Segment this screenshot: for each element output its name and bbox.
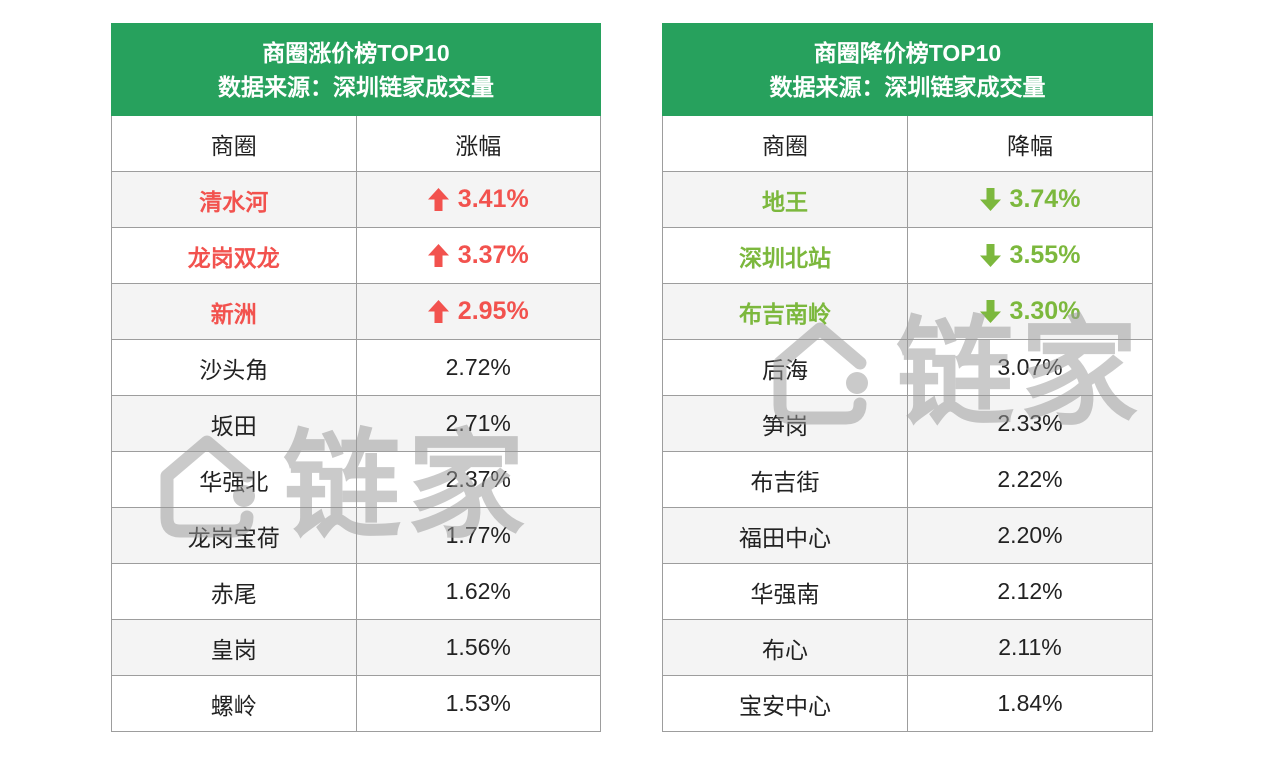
change-cell: 3.74% xyxy=(908,172,1152,227)
price-increase-table: 商圈涨价榜TOP10 数据来源：深圳链家成交量 商圈 涨幅 清水河 3.41% … xyxy=(111,23,601,732)
district-cell: 螺岭 xyxy=(112,676,357,731)
table-title: 商圈涨价榜TOP10 xyxy=(262,39,450,66)
down-arrow-icon xyxy=(979,188,1001,211)
table-row: 清水河 3.41% xyxy=(112,171,600,227)
change-value: 3.37% xyxy=(457,241,529,269)
change-cell: 2.33% xyxy=(997,410,1063,436)
up-arrow-icon xyxy=(427,300,449,323)
district-cell: 布心 xyxy=(663,620,908,675)
table-row: 皇岗 1.56% xyxy=(112,619,600,675)
change-cell: 3.30% xyxy=(908,284,1152,339)
down-arrow-icon xyxy=(979,300,1001,323)
table-header-decrease: 商圈降价榜TOP10 数据来源：深圳链家成交量 xyxy=(662,23,1153,116)
district-cell: 布吉街 xyxy=(663,452,908,507)
change-cell: 3.41% xyxy=(357,172,601,227)
table-grid: 商圈 涨幅 清水河 3.41% 龙岗双龙 3.37% 新洲 2.95% 沙 xyxy=(111,116,601,732)
district-cell: 赤尾 xyxy=(112,564,357,619)
district-cell: 地王 xyxy=(663,172,908,227)
table-row: 布心 2.11% xyxy=(663,619,1152,675)
table-row: 布吉南岭 3.30% xyxy=(663,283,1152,339)
table-row: 螺岭 1.53% xyxy=(112,675,600,731)
change-value: 3.55% xyxy=(1009,241,1081,269)
table-row: 深圳北站 3.55% xyxy=(663,227,1152,283)
district-cell: 笋岗 xyxy=(663,396,908,451)
price-decrease-table: 商圈降价榜TOP10 数据来源：深圳链家成交量 商圈 降幅 地王 3.74% 深… xyxy=(662,23,1153,732)
district-cell: 布吉南岭 xyxy=(663,284,908,339)
district-cell: 后海 xyxy=(663,340,908,395)
table-row: 地王 3.74% xyxy=(663,171,1152,227)
table-row: 龙岗宝荷 1.77% xyxy=(112,507,600,563)
table-row: 宝安中心 1.84% xyxy=(663,675,1152,731)
table-grid: 商圈 降幅 地王 3.74% 深圳北站 3.55% 布吉南岭 3.30% xyxy=(662,116,1153,732)
table-source: 数据来源：深圳链家成交量 xyxy=(769,73,1046,100)
change-cell: 1.77% xyxy=(445,522,511,548)
table-row: 赤尾 1.62% xyxy=(112,563,600,619)
district-cell: 清水河 xyxy=(112,172,357,227)
column-header-district: 商圈 xyxy=(112,116,357,171)
change-cell: 3.07% xyxy=(997,354,1063,380)
table-title: 商圈降价榜TOP10 xyxy=(813,39,1002,66)
table-source: 数据来源：深圳链家成交量 xyxy=(218,73,494,100)
change-cell: 2.20% xyxy=(997,522,1063,548)
change-value: 2.95% xyxy=(457,297,529,325)
district-cell: 宝安中心 xyxy=(663,676,908,731)
table-row: 坂田 2.71% xyxy=(112,395,600,451)
column-header-row: 商圈 降幅 xyxy=(663,116,1152,171)
change-value: 3.41% xyxy=(457,185,529,213)
column-header-district: 商圈 xyxy=(663,116,908,171)
change-cell: 3.37% xyxy=(357,228,601,283)
district-cell: 新洲 xyxy=(112,284,357,339)
change-cell: 2.95% xyxy=(357,284,601,339)
table-header-increase: 商圈涨价榜TOP10 数据来源：深圳链家成交量 xyxy=(111,23,601,116)
change-cell: 2.22% xyxy=(997,466,1063,492)
district-cell: 龙岗双龙 xyxy=(112,228,357,283)
column-header-row: 商圈 涨幅 xyxy=(112,116,600,171)
table-row: 布吉街 2.22% xyxy=(663,451,1152,507)
down-arrow-icon xyxy=(979,244,1001,267)
column-header-change: 涨幅 xyxy=(455,132,502,159)
table-row: 新洲 2.95% xyxy=(112,283,600,339)
table-row: 华强北 2.37% xyxy=(112,451,600,507)
change-cell: 2.71% xyxy=(445,410,511,436)
district-cell: 福田中心 xyxy=(663,508,908,563)
table-row: 后海 3.07% xyxy=(663,339,1152,395)
change-cell: 1.56% xyxy=(445,634,511,660)
district-cell: 华强北 xyxy=(112,452,357,507)
change-cell: 2.12% xyxy=(997,578,1063,604)
change-cell: 3.55% xyxy=(908,228,1152,283)
change-cell: 2.11% xyxy=(998,634,1062,660)
change-cell: 1.53% xyxy=(445,690,511,716)
table-row: 沙头角 2.72% xyxy=(112,339,600,395)
change-value: 3.74% xyxy=(1009,185,1081,213)
district-cell: 皇岗 xyxy=(112,620,357,675)
change-cell: 1.84% xyxy=(997,690,1063,716)
up-arrow-icon xyxy=(427,188,449,211)
table-row: 笋岗 2.33% xyxy=(663,395,1152,451)
change-cell: 2.37% xyxy=(445,466,511,492)
table-row: 华强南 2.12% xyxy=(663,563,1152,619)
district-cell: 坂田 xyxy=(112,396,357,451)
change-value: 3.30% xyxy=(1009,297,1081,325)
column-header-change: 降幅 xyxy=(1007,132,1053,159)
change-cell: 2.72% xyxy=(445,354,511,380)
district-cell: 华强南 xyxy=(663,564,908,619)
table-row: 龙岗双龙 3.37% xyxy=(112,227,600,283)
change-cell: 1.62% xyxy=(445,578,511,604)
up-arrow-icon xyxy=(427,244,449,267)
district-cell: 龙岗宝荷 xyxy=(112,508,357,563)
district-cell: 沙头角 xyxy=(112,340,357,395)
table-row: 福田中心 2.20% xyxy=(663,507,1152,563)
district-cell: 深圳北站 xyxy=(663,228,908,283)
